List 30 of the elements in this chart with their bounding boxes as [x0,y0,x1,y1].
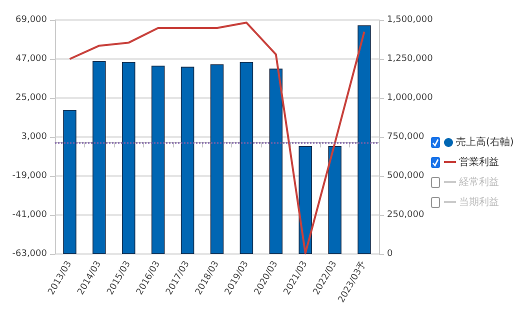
y2-tick-label: 0 [387,249,393,259]
bar [63,110,76,254]
bar [240,62,254,254]
bar [210,64,224,254]
y2-tick-label: 1,250,000 [387,54,434,64]
y2-tick-label: 1,500,000 [387,15,434,25]
bar [298,146,312,254]
bar [92,61,106,254]
y-tick-label: -63,000 [12,249,48,259]
y-tick-label: 3,000 [21,132,48,142]
y-tick-label: -41,000 [12,210,48,220]
bar [151,66,165,254]
y-tick-label: 69,000 [16,15,48,25]
y2-tick-label: 250,000 [387,210,424,220]
y2-tick-label: 750,000 [387,132,424,142]
bar [122,62,136,254]
legend-label: 売上高(右軸) [456,136,514,149]
bar [358,25,371,254]
bar [269,68,283,254]
legend-label: 営業利益 [459,156,499,169]
y-tick-label: 47,000 [16,54,48,64]
y2-tick-label: 1,000,000 [387,93,434,103]
bar [180,66,194,254]
bar [328,146,342,254]
y2-tick-label: 500,000 [387,171,424,181]
legend-label: 当期利益 [459,196,499,209]
y-tick-label: -19,000 [12,171,48,181]
y-tick-label: 25,000 [16,93,48,103]
line-series [68,22,366,254]
legend-label: 経常利益 [459,176,499,189]
